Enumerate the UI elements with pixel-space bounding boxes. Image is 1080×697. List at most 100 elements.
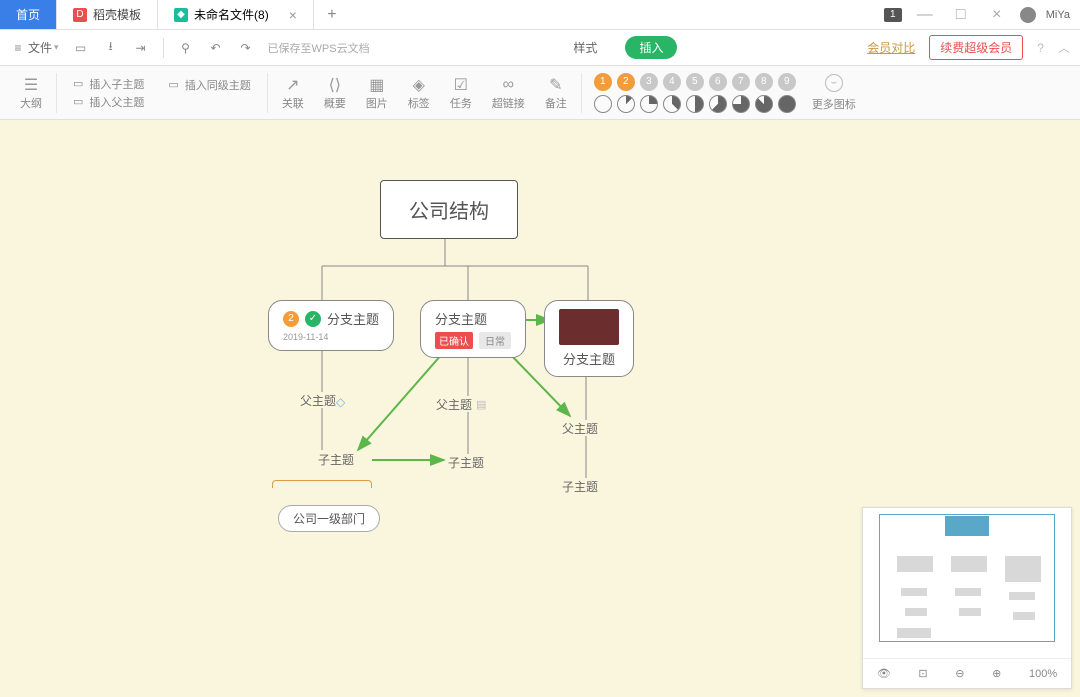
member-compare-link[interactable]: 会员对比 — [867, 39, 915, 56]
tab-document[interactable]: ◆ 未命名文件(8) × — [158, 0, 314, 29]
child-label: 子主题 — [448, 454, 484, 471]
summary-icon: ⟨⟩ — [329, 75, 341, 95]
number-badge-row: 123456789 — [594, 73, 796, 91]
tab-template[interactable]: D 稻壳模板 — [57, 0, 158, 29]
task-label: 任务 — [450, 95, 472, 111]
undo-icon[interactable]: ↶ — [208, 40, 224, 56]
progress-badge-87.5[interactable] — [755, 95, 773, 113]
progress-badge-25[interactable] — [640, 95, 658, 113]
number-badge-2[interactable]: 2 — [617, 73, 635, 91]
number-badge-9[interactable]: 9 — [778, 73, 796, 91]
zoom-level[interactable]: 100% — [1029, 668, 1057, 680]
number-badge-4[interactable]: 4 — [663, 73, 681, 91]
progress-badge-75[interactable] — [732, 95, 750, 113]
export-icon[interactable]: ⇥ — [133, 40, 149, 56]
relation-label: 关联 — [282, 95, 304, 111]
sibling-topic-icon: ▭ — [168, 78, 178, 91]
insert-tab[interactable]: 插入 — [625, 36, 677, 59]
hyperlink-label: 超链接 — [492, 95, 525, 111]
tab-document-label: 未命名文件(8) — [194, 6, 269, 23]
relation-button[interactable]: ↗关联 — [272, 66, 314, 119]
maximize-icon[interactable]: □ — [948, 5, 974, 25]
branch-node-1[interactable]: 2 ✓ 分支主题 2019-11-14 — [268, 300, 394, 351]
summary-node[interactable]: 公司一级部门 — [278, 505, 380, 532]
navigator-controls: 👁 ⊡ ⊖ ⊕ 100% — [863, 658, 1071, 688]
outline-button[interactable]: ☰ 大纲 — [10, 66, 52, 119]
root-label: 公司结构 — [409, 195, 489, 224]
tab-home[interactable]: 首页 — [0, 0, 57, 29]
canvas[interactable]: 公司结构 2 ✓ 分支主题 2019-11-14 分支主题 已确认 日常 分支主… — [0, 120, 1080, 697]
child-label: 父主题 — [300, 392, 336, 409]
label-button[interactable]: ◈标签 — [398, 66, 440, 119]
separator — [56, 73, 57, 113]
branch-node-3[interactable]: 分支主题 — [544, 300, 634, 377]
navigator-panel[interactable]: 👁 ⊡ ⊖ ⊕ 100% — [862, 507, 1072, 689]
renew-membership-button[interactable]: 续费超级会员 — [929, 35, 1023, 60]
insert-sibling-label: 插入同级主题 — [185, 77, 251, 93]
separator — [267, 73, 268, 113]
number-badge-5[interactable]: 5 — [686, 73, 704, 91]
notification-badge[interactable]: 1 — [884, 8, 902, 22]
progress-badge-50[interactable] — [686, 95, 704, 113]
outline-label: 大纲 — [20, 95, 42, 111]
child-node[interactable]: 父主题 ▤ — [436, 396, 486, 413]
insert-child-button[interactable]: ▭插入子主题 — [73, 76, 144, 92]
number-badge-7[interactable]: 7 — [732, 73, 750, 91]
note-button[interactable]: ✎备注 — [535, 66, 577, 119]
separator — [163, 38, 164, 58]
tab-template-label: 稻壳模板 — [93, 6, 141, 23]
close-tab-icon[interactable]: × — [289, 7, 297, 23]
progress-badge-37.5[interactable] — [663, 95, 681, 113]
more-icons-label[interactable]: 更多图标 — [812, 96, 856, 112]
confirmed-tag: 已确认 — [435, 332, 473, 349]
progress-badge-100[interactable] — [778, 95, 796, 113]
branch-node-2[interactable]: 分支主题 已确认 日常 — [420, 300, 526, 358]
branch-1-label: 分支主题 — [327, 309, 379, 328]
root-node[interactable]: 公司结构 — [380, 180, 518, 239]
help-icon[interactable]: ? — [1037, 41, 1044, 55]
minimize-icon[interactable]: — — [912, 5, 938, 25]
progress-badge-12.5[interactable] — [617, 95, 635, 113]
redo-icon[interactable]: ↷ — [238, 40, 254, 56]
number-badge-8[interactable]: 8 — [755, 73, 773, 91]
insert-sibling-button[interactable]: ▭ 插入同级主题 — [168, 77, 250, 93]
hyperlink-button[interactable]: ∞超链接 — [482, 66, 535, 119]
zoom-out-icon[interactable]: ⊖ — [955, 667, 964, 680]
progress-badge-62.5[interactable] — [709, 95, 727, 113]
number-badge-3[interactable]: 3 — [640, 73, 658, 91]
file-menu[interactable]: ≡文件▾ — [10, 39, 59, 56]
task-button[interactable]: ☑任务 — [440, 66, 482, 119]
insert-parent-button[interactable]: ▭插入父主题 — [73, 94, 144, 110]
child-node[interactable]: 父主题 — [562, 420, 598, 437]
number-badge-6[interactable]: 6 — [709, 73, 727, 91]
eye-icon[interactable]: 👁 — [877, 667, 891, 680]
fit-icon[interactable]: ⊡ — [918, 667, 927, 680]
priority-2-icon: 2 — [283, 311, 299, 327]
tab-home-label: 首页 — [16, 6, 40, 23]
save-status-label: 已保存至WPS云文档 — [268, 40, 370, 56]
user-avatar[interactable] — [1020, 7, 1036, 23]
number-badge-1[interactable]: 1 — [594, 73, 612, 91]
format-brush-icon[interactable]: ⚲ — [178, 40, 194, 56]
child-node[interactable]: 子主题 — [318, 451, 354, 468]
collapse-ribbon-icon[interactable]: ︿ — [1058, 39, 1070, 56]
child-node[interactable]: 子主题 — [562, 478, 598, 495]
summary-label: 公司一级部门 — [293, 510, 365, 527]
file-menu-label: 文件 — [28, 39, 52, 56]
download-icon[interactable]: ⭳ — [103, 40, 119, 56]
insert-child-label: 插入子主题 — [89, 76, 144, 92]
emoji-icon[interactable]: ⌣ — [825, 74, 843, 92]
navigator-preview[interactable] — [863, 508, 1071, 658]
add-tab-button[interactable]: + — [314, 0, 350, 29]
child-node[interactable]: 父主题 ◇ — [300, 392, 348, 409]
image-button[interactable]: ▦图片 — [356, 66, 398, 119]
summary-button[interactable]: ⟨⟩概要 — [314, 66, 356, 119]
close-window-icon[interactable]: × — [984, 5, 1010, 25]
zoom-in-icon[interactable]: ⊕ — [992, 667, 1001, 680]
child-node[interactable]: 子主题 — [448, 454, 484, 471]
hyperlink-icon: ∞ — [503, 75, 514, 95]
style-tab[interactable]: 样式 — [559, 36, 611, 59]
save-icon[interactable]: ▭ — [73, 40, 89, 56]
progress-badge-0[interactable] — [594, 95, 612, 113]
note-icon: ▤ — [476, 398, 486, 411]
